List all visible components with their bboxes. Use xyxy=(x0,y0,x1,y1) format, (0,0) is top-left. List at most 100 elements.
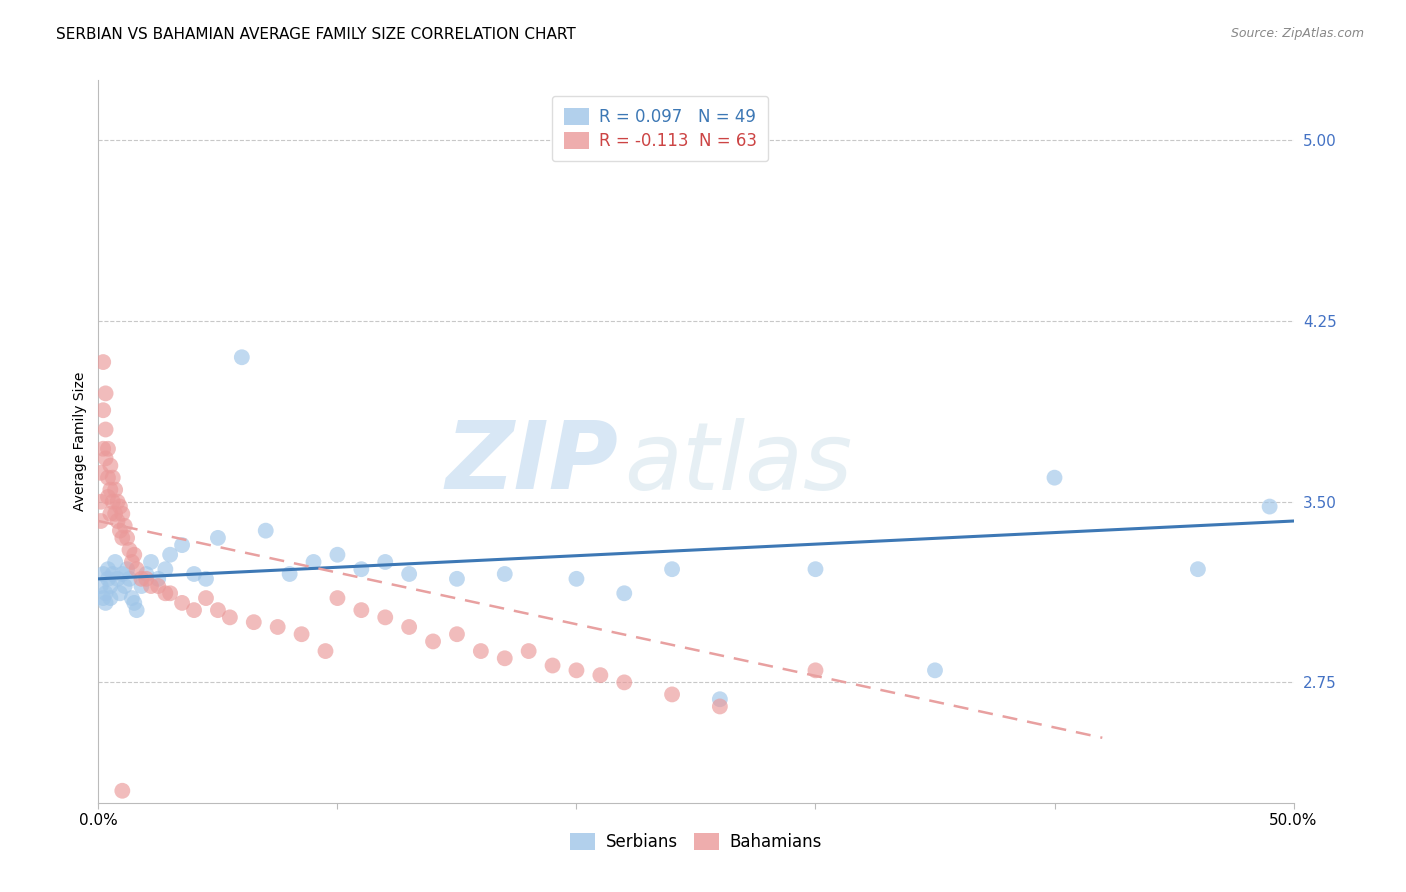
Point xyxy=(148,579,170,593)
Point xyxy=(91,567,114,582)
Point xyxy=(231,351,253,365)
Point xyxy=(125,562,148,576)
Y-axis label: Average Family Size: Average Family Size xyxy=(73,372,87,511)
Point xyxy=(148,572,170,586)
Point xyxy=(254,524,277,538)
Point xyxy=(90,514,112,528)
Text: Source: ZipAtlas.com: Source: ZipAtlas.com xyxy=(1230,27,1364,40)
Point xyxy=(121,591,143,605)
Point xyxy=(97,490,120,504)
Point xyxy=(115,531,138,545)
Point xyxy=(114,519,136,533)
Point xyxy=(924,664,946,678)
Point xyxy=(121,555,143,569)
Point xyxy=(207,531,229,545)
Point xyxy=(108,524,131,538)
Point xyxy=(470,644,492,658)
Point xyxy=(613,675,636,690)
Point xyxy=(90,579,112,593)
Point xyxy=(155,586,177,600)
Point xyxy=(422,634,444,648)
Point xyxy=(98,458,122,473)
Point xyxy=(494,567,516,582)
Point xyxy=(90,466,112,480)
Point xyxy=(589,668,612,682)
Point xyxy=(114,579,136,593)
Point xyxy=(97,572,120,586)
Point xyxy=(125,603,148,617)
Point xyxy=(90,494,112,508)
Point xyxy=(111,531,134,545)
Point xyxy=(135,567,157,582)
Point xyxy=(446,627,468,641)
Point xyxy=(446,572,468,586)
Point xyxy=(101,471,124,485)
Text: ZIP: ZIP xyxy=(446,417,619,509)
Point xyxy=(131,572,153,586)
Point xyxy=(124,596,146,610)
Point xyxy=(124,548,146,562)
Point xyxy=(111,784,134,798)
Point xyxy=(118,542,141,557)
Point xyxy=(302,555,325,569)
Point xyxy=(183,567,205,582)
Point xyxy=(159,548,181,562)
Point xyxy=(709,699,731,714)
Point xyxy=(155,562,177,576)
Point xyxy=(398,567,420,582)
Point xyxy=(107,514,129,528)
Point xyxy=(326,591,349,605)
Point xyxy=(804,664,827,678)
Point xyxy=(1258,500,1281,514)
Point xyxy=(94,596,117,610)
Point xyxy=(91,591,114,605)
Point xyxy=(517,644,540,658)
Point xyxy=(613,586,636,600)
Point xyxy=(111,567,134,582)
Point xyxy=(139,579,162,593)
Point xyxy=(1187,562,1209,576)
Point xyxy=(98,591,122,605)
Point xyxy=(494,651,516,665)
Point xyxy=(709,692,731,706)
Point xyxy=(98,483,122,497)
Point xyxy=(195,572,218,586)
Point xyxy=(804,562,827,576)
Point xyxy=(172,538,194,552)
Point xyxy=(91,442,114,456)
Point xyxy=(115,562,138,576)
Text: SERBIAN VS BAHAMIAN AVERAGE FAMILY SIZE CORRELATION CHART: SERBIAN VS BAHAMIAN AVERAGE FAMILY SIZE … xyxy=(56,27,576,42)
Point xyxy=(108,586,131,600)
Point xyxy=(243,615,266,630)
Point xyxy=(398,620,420,634)
Point xyxy=(565,572,588,586)
Point xyxy=(291,627,314,641)
Point xyxy=(350,562,373,576)
Point xyxy=(135,572,157,586)
Point xyxy=(94,423,117,437)
Point xyxy=(278,567,301,582)
Point xyxy=(374,610,396,624)
Point xyxy=(108,500,131,514)
Point xyxy=(267,620,290,634)
Point xyxy=(172,596,194,610)
Point xyxy=(97,471,120,485)
Point xyxy=(183,603,205,617)
Point xyxy=(350,603,373,617)
Point xyxy=(107,572,129,586)
Point xyxy=(159,586,181,600)
Point xyxy=(111,507,134,521)
Point xyxy=(661,687,683,701)
Point xyxy=(104,507,127,521)
Point xyxy=(101,494,124,508)
Point xyxy=(1043,471,1066,485)
Point xyxy=(91,403,114,417)
Point xyxy=(107,494,129,508)
Point xyxy=(118,572,141,586)
Point xyxy=(94,586,117,600)
Point xyxy=(104,483,127,497)
Point xyxy=(97,562,120,576)
Point xyxy=(94,451,117,466)
Point xyxy=(104,555,127,569)
Point xyxy=(374,555,396,569)
